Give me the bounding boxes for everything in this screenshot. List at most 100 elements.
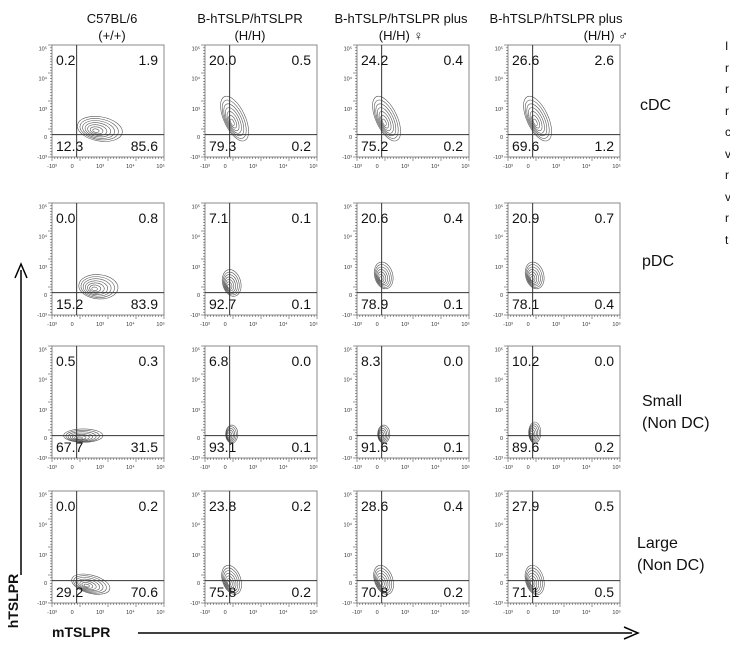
x-tick-label: 10⁴ <box>431 163 440 170</box>
flow-panel: -10³ 0 10³ 10⁴ 10⁵ -10³ 0 10³ 10⁴ 10⁵ 6.8 0.0 93.1 0.… <box>190 345 318 471</box>
flow-panel: -10³ 0 10³ 10⁴ 10⁵ -10³ 0 10³ 10⁴ 10⁵ 27.9 0.5 71.1 0… <box>493 490 621 616</box>
y-tick-label: 10⁴ <box>39 522 48 529</box>
x-tick-label: -10³ <box>503 164 513 170</box>
y-tick-label: 10⁴ <box>344 76 353 83</box>
quadrant-lower-right-value: 31.5 <box>131 439 158 455</box>
x-tick-label: -10³ <box>200 322 210 328</box>
quadrant-lower-left-value: 78.1 <box>512 296 539 312</box>
quadrant-upper-right-value: 0.2 <box>292 498 312 514</box>
quadrant-upper-left-value: 28.6 <box>361 498 388 514</box>
y-tick-label: 10³ <box>344 107 352 113</box>
quadrant-upper-right-value: 0.0 <box>292 353 312 369</box>
side-letter: r <box>725 211 729 225</box>
quadrant-upper-right-value: 1.9 <box>139 52 159 68</box>
contour-population <box>220 95 249 142</box>
column-header-c57bl6: C57BL/6 (+/+) <box>52 10 172 44</box>
x-tick-label: 0 <box>376 164 379 170</box>
y-tick-label: 0 <box>197 135 200 141</box>
quadrant-upper-left-value: 20.9 <box>512 210 539 226</box>
x-tick-label: 10⁵ <box>461 609 469 616</box>
side-letter: r <box>725 103 729 118</box>
x-tick-label: 10³ <box>96 322 104 328</box>
y-tick-label: 0 <box>349 135 352 141</box>
quadrant-upper-right-value: 0.1 <box>292 210 312 226</box>
panel-frame <box>204 44 318 158</box>
quadrant-lower-left-value: 69.6 <box>512 138 539 154</box>
x-tick-label: 0 <box>376 610 379 616</box>
quadrant-upper-left-value: 20.0 <box>209 52 236 68</box>
x-tick-label: 10⁵ <box>309 609 317 616</box>
x-axis-label: mTSLPR <box>52 624 111 640</box>
x-tick-label: 10⁵ <box>309 464 317 471</box>
y-tick-label: 10⁵ <box>495 45 503 52</box>
x-tick-label: 10⁵ <box>156 163 164 170</box>
panel-frame <box>51 202 165 316</box>
x-tick-label: 0 <box>376 322 379 328</box>
quadrant-lower-left-value: 75.2 <box>361 138 388 154</box>
y-tick-label: 10⁵ <box>344 45 352 52</box>
row-label-line1: pDC <box>642 253 675 270</box>
quadrant-upper-right-value: 0.0 <box>595 353 615 369</box>
x-tick-label: 0 <box>71 164 74 170</box>
x-tick-label: 10⁴ <box>279 464 288 471</box>
y-tick-label: -10³ <box>37 155 47 161</box>
panel-frame <box>507 44 621 158</box>
y-tick-label: 10³ <box>344 408 352 414</box>
flow-panel: -10³ 0 10³ 10⁴ 10⁵ -10³ 0 10³ 10⁴ 10⁵ 7.1 0.1 92.7 0.… <box>190 202 318 328</box>
axis-ticks <box>504 490 621 607</box>
y-tick-label: -10³ <box>342 601 352 607</box>
y-tick-label: 10⁴ <box>344 377 353 384</box>
row-label-line1: cDC <box>640 97 672 114</box>
x-tick-label: -10³ <box>47 164 57 170</box>
y-tick-label: 0 <box>44 581 47 587</box>
column-header-line2: (H/H) ♂ <box>583 28 628 43</box>
x-tick-label: -10³ <box>47 610 57 616</box>
x-tick-label: 10⁵ <box>156 609 164 616</box>
y-tick-label: 10⁴ <box>344 234 353 241</box>
x-tick-label: 10³ <box>552 465 560 471</box>
flow-panel: -10³ 0 10³ 10⁴ 10⁵ -10³ 0 10³ 10⁴ 10⁵ 20.6 0.4 78.9 0… <box>342 202 470 328</box>
x-tick-label: 10⁵ <box>156 464 164 471</box>
y-tick-label: 0 <box>197 436 200 442</box>
side-letter: t <box>725 232 729 247</box>
panel-frame <box>356 345 470 459</box>
y-tick-label: 0 <box>44 135 47 141</box>
quadrant-upper-right-value: 0.7 <box>595 210 615 226</box>
y-tick-label: 10⁵ <box>495 491 503 498</box>
y-tick-label: 10⁴ <box>495 522 504 529</box>
panel-frame <box>204 345 318 459</box>
quadrant-lower-right-value: 0.1 <box>292 296 312 312</box>
y-tick-label: -10³ <box>493 313 503 319</box>
x-tick-label: 10⁴ <box>126 321 135 328</box>
flow-panel: -10³ 0 10³ 10⁴ 10⁵ -10³ 0 10³ 10⁴ 10⁵ 10.2 0.0 89.6 0… <box>493 345 621 471</box>
y-tick-label: -10³ <box>493 456 503 462</box>
quadrant-upper-right-value: 0.8 <box>139 210 159 226</box>
x-tick-label: 10⁴ <box>582 609 591 616</box>
x-tick-label: 10⁴ <box>582 321 591 328</box>
flow-panel: -10³ 0 10³ 10⁴ 10⁵ -10³ 0 10³ 10⁴ 10⁵ 0.2 1.9 12.3 85… <box>37 44 165 170</box>
y-tick-label: 10⁵ <box>344 203 352 210</box>
x-tick-label: 10⁵ <box>461 464 469 471</box>
x-tick-label: -10³ <box>503 322 513 328</box>
y-tick-label: 0 <box>500 135 503 141</box>
row-label-small: Small (Non DC) <box>642 391 710 435</box>
y-tick-label: 10³ <box>344 265 352 271</box>
x-tick-label: -10³ <box>352 465 362 471</box>
x-tick-label: -10³ <box>200 164 210 170</box>
axis-ticks <box>504 44 621 161</box>
x-tick-label: 10³ <box>96 465 104 471</box>
quadrant-lower-left-value: 29.2 <box>56 584 83 600</box>
x-tick-label: 0 <box>224 322 227 328</box>
y-tick-label: 10⁴ <box>39 377 48 384</box>
y-tick-label: 10⁴ <box>39 76 48 83</box>
x-tick-label: 10³ <box>249 465 257 471</box>
y-tick-label: -10³ <box>190 456 200 462</box>
x-tick-label: 10⁴ <box>279 609 288 616</box>
y-tick-label: -10³ <box>342 313 352 319</box>
y-tick-label: -10³ <box>37 313 47 319</box>
axis-ticks <box>201 345 318 462</box>
axis-ticks <box>353 345 470 462</box>
quadrant-lower-left-value: 78.9 <box>361 296 388 312</box>
x-tick-label: -10³ <box>503 610 513 616</box>
